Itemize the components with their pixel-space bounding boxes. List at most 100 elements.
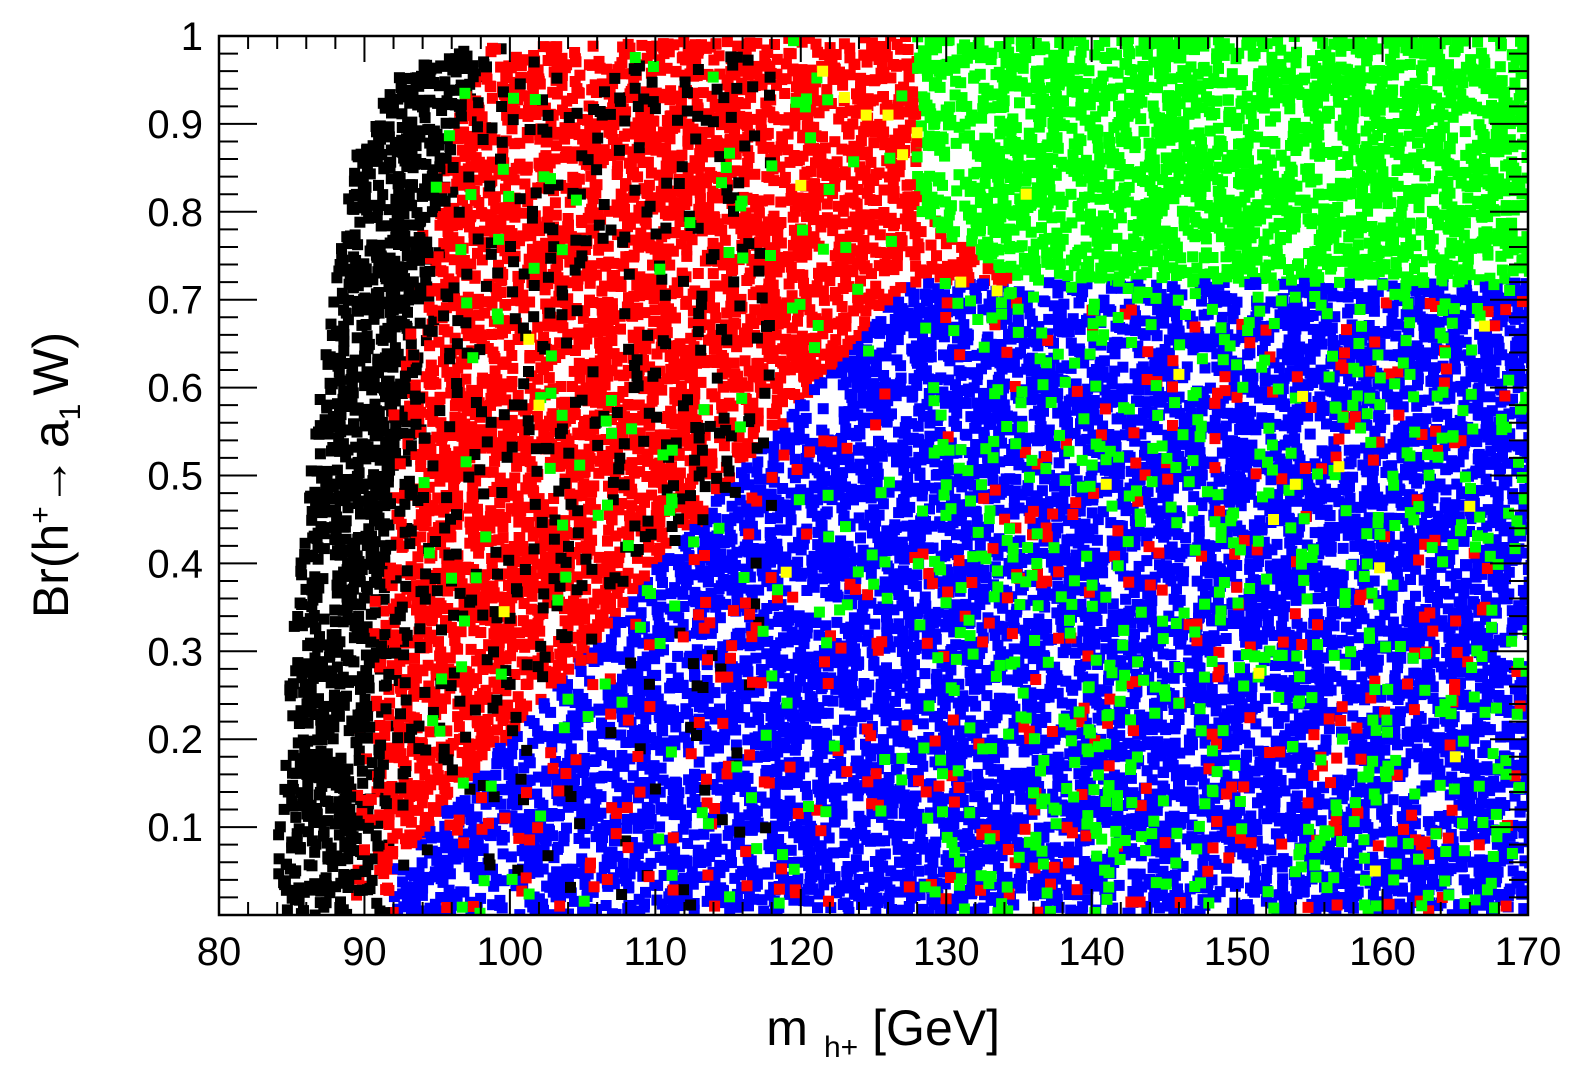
blue-point	[1253, 849, 1265, 861]
blue-point	[1231, 712, 1243, 723]
blue-point	[936, 501, 948, 513]
blue-point	[1518, 375, 1528, 387]
green-point	[1400, 153, 1412, 165]
red-point	[473, 324, 485, 336]
blue-point	[1451, 568, 1463, 580]
red-point	[485, 614, 496, 626]
red-point	[524, 296, 536, 308]
blue-point	[1195, 681, 1207, 693]
green-point	[1346, 123, 1358, 135]
red-point	[836, 143, 848, 155]
red-point	[476, 208, 488, 220]
green-point	[1182, 36, 1194, 45]
blue-point	[514, 909, 526, 915]
red-point	[388, 492, 400, 504]
blue-point	[1457, 448, 1469, 460]
red-point	[409, 652, 420, 664]
red-point	[582, 148, 594, 160]
blue-point	[1289, 316, 1301, 328]
black-point	[345, 458, 357, 470]
blue-point	[919, 668, 931, 680]
blue-point	[612, 796, 624, 808]
red-point	[810, 332, 821, 344]
blue-point	[1311, 560, 1323, 572]
blue-point	[1060, 675, 1072, 687]
blue-point	[1390, 330, 1402, 342]
blue-point	[1196, 405, 1208, 417]
blue-point	[1480, 740, 1492, 752]
blue-point	[1330, 421, 1341, 432]
green-point	[1106, 157, 1118, 169]
blue-point	[1087, 403, 1099, 415]
black-point	[359, 380, 371, 392]
red-point	[837, 218, 848, 230]
blue-point	[511, 731, 523, 742]
blue-point	[1244, 737, 1256, 749]
blue-point	[789, 744, 801, 756]
blue-point	[975, 719, 987, 731]
red-point	[613, 206, 624, 218]
blue-point	[1095, 397, 1107, 409]
blue-point	[783, 614, 795, 626]
green-point	[1065, 188, 1077, 200]
blue-point	[1017, 838, 1029, 850]
green-point	[1141, 48, 1153, 60]
black-point	[354, 576, 366, 588]
green-point	[1486, 100, 1497, 111]
red-point	[635, 227, 647, 239]
blue-point	[825, 367, 837, 379]
green-point	[982, 193, 993, 205]
blue-point	[974, 779, 986, 791]
red-point	[729, 127, 740, 138]
blue-point	[1428, 643, 1440, 655]
blue-point	[1157, 648, 1169, 660]
green-point	[1041, 247, 1053, 259]
green-point	[1287, 130, 1299, 142]
red-point	[479, 225, 490, 237]
green-point	[922, 70, 933, 82]
green-point	[1252, 131, 1264, 143]
blue-point	[1447, 716, 1458, 728]
blue-point	[1126, 829, 1138, 841]
red-point	[500, 700, 512, 712]
blue-point	[1336, 418, 1348, 430]
blue-point	[1116, 848, 1128, 860]
blue-point	[764, 843, 776, 855]
green-point	[1178, 140, 1190, 152]
black-point	[362, 805, 374, 817]
red-point	[656, 384, 668, 396]
red-point	[507, 641, 518, 653]
blue-point	[724, 784, 736, 795]
black-point	[325, 318, 337, 330]
blue-point	[655, 744, 667, 756]
blue-point	[753, 473, 765, 485]
black-point	[383, 839, 395, 851]
red-point	[694, 193, 706, 205]
green-point	[949, 89, 961, 101]
black-point	[302, 779, 314, 791]
red-point	[591, 572, 603, 584]
blue-point	[1478, 544, 1490, 556]
green-point	[1156, 75, 1168, 87]
blue-point	[1170, 549, 1182, 560]
blue-point	[1494, 781, 1506, 793]
black-point	[292, 611, 304, 622]
green-point	[1309, 131, 1321, 143]
blue-point	[1294, 729, 1306, 741]
black-point	[349, 167, 361, 179]
red-point	[473, 197, 485, 208]
red-point	[486, 553, 498, 564]
blue-point	[637, 637, 649, 649]
blue-point	[773, 665, 785, 677]
green-point	[1504, 106, 1516, 118]
blue-point	[669, 875, 681, 887]
blue-point	[1027, 328, 1039, 340]
blue-point	[1256, 412, 1268, 424]
blue-point	[810, 662, 822, 673]
blue-point	[790, 739, 802, 750]
blue-point	[923, 543, 935, 554]
blue-point	[1331, 784, 1343, 796]
blue-point	[1106, 648, 1118, 660]
blue-point	[853, 784, 864, 796]
green-point	[1355, 75, 1367, 87]
